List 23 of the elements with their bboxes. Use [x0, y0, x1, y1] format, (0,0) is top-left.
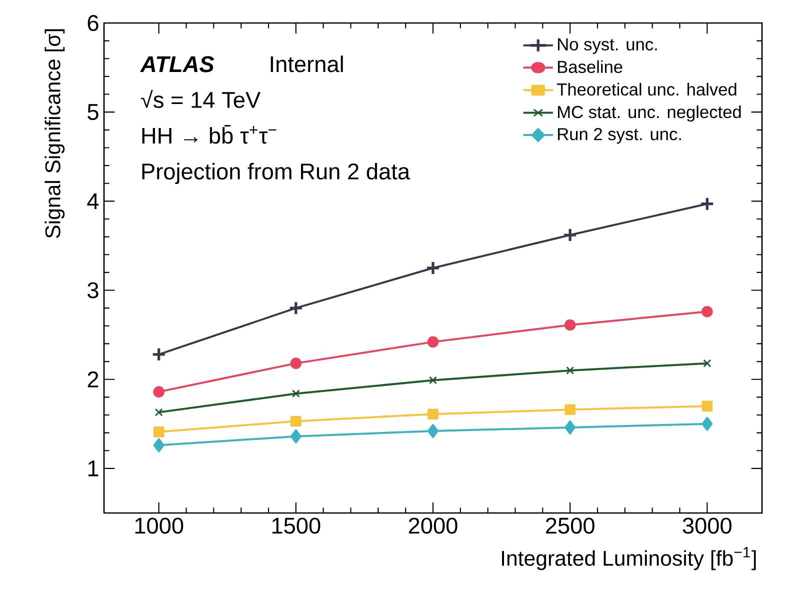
legend-label: Run 2 syst. unc.	[558, 128, 681, 144]
y-tick-label: 6	[88, 14, 98, 32]
x-tick-label: 3000	[682, 518, 732, 534]
y-tick-label: 1	[88, 460, 98, 476]
y-tick-label: 4	[87, 193, 99, 209]
x-axis-title: Integrated Luminosity [fb$^{−1}$]	[502, 547, 756, 570]
legend-label: Baseline	[558, 60, 622, 74]
x-tick-label: 1000	[135, 518, 184, 534]
y-tick-label: 5	[88, 104, 98, 120]
annotation: Internal	[270, 56, 343, 72]
x-tick-label: 2500	[546, 518, 594, 534]
y-axis-title: Signal Significance [σ]	[44, 29, 65, 238]
x-tick-label: 2000	[408, 518, 458, 534]
annotation: Projection from Run 2 data	[142, 162, 410, 184]
x-tick-label: 1500	[272, 518, 320, 534]
legend-label: Theoretical unc. halved	[556, 82, 736, 96]
annotation: ATLAS	[140, 56, 214, 72]
annotation: HH → bb̄ τ$^{+}$τ$^{−}$	[142, 125, 276, 144]
annotation: √s = 14 TeV	[141, 90, 261, 108]
legend-label: No syst. unc.	[558, 38, 657, 54]
y-tick-label: 3	[88, 282, 98, 298]
legend-label: MC stat. unc. neglected	[558, 105, 741, 122]
y-tick-label: 2	[88, 371, 98, 388]
